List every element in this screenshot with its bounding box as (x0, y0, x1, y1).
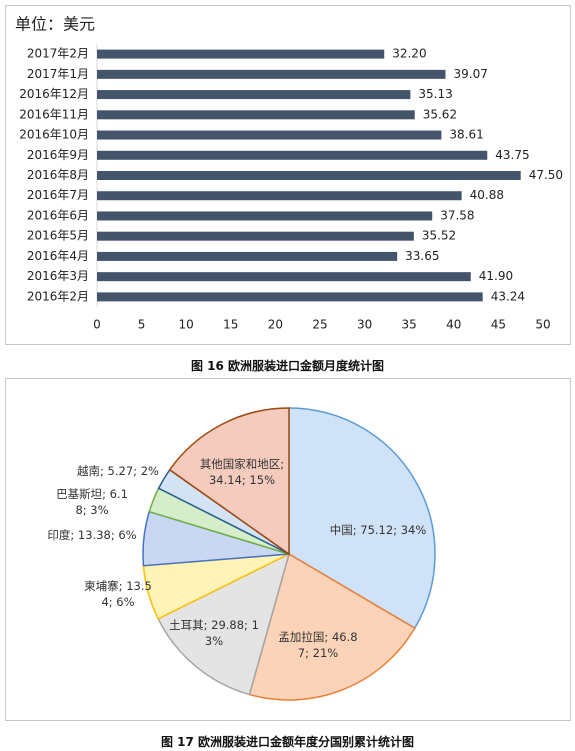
bar (97, 69, 446, 79)
x-tick-label: 20 (268, 318, 283, 332)
y-tick-label: 2016年10月 (19, 128, 89, 142)
bar (97, 90, 411, 100)
pie-slice (248, 552, 416, 701)
y-tick-label: 2016年2月 (27, 289, 89, 303)
bar (97, 292, 483, 302)
pie-slice (157, 552, 291, 696)
bar (97, 171, 521, 180)
value-label: 35.13 (418, 87, 452, 101)
bar (97, 211, 433, 221)
data-label: 柬埔寨; 13.54; 6% (84, 579, 152, 609)
data-label: 土耳其; 29.88; 13% (169, 618, 259, 648)
data-label: 巴基斯坦; 6.18; 3% (56, 487, 128, 517)
value-label: 35.62 (423, 107, 457, 121)
bar (97, 150, 488, 160)
x-tick-label: 35 (402, 318, 417, 332)
x-tick-label: 5 (138, 318, 146, 332)
bar (97, 251, 398, 261)
value-label: 37.58 (440, 208, 474, 222)
x-tick-label: 0 (93, 318, 101, 332)
data-label: 中国; 75.12; 34% (329, 523, 427, 537)
pie-slice (288, 407, 436, 630)
bar (97, 191, 462, 201)
y-tick-label: 2017年2月 (27, 47, 89, 61)
value-label: 33.65 (405, 249, 439, 263)
x-tick-label: 40 (446, 318, 461, 332)
value-label: 39.07 (454, 67, 488, 81)
y-tick-label: 2016年11月 (19, 107, 89, 121)
bar (97, 272, 471, 282)
value-label: 41.90 (479, 269, 513, 283)
value-label: 43.75 (495, 148, 529, 162)
bar (97, 130, 442, 140)
y-tick-label: 2016年9月 (27, 148, 89, 162)
pie-slice (168, 407, 290, 556)
data-label: 越南; 5.27; 2% (77, 464, 159, 478)
y-tick-label: 2016年4月 (27, 249, 89, 263)
x-tick-label: 50 (535, 318, 550, 332)
bar (97, 231, 414, 241)
y-tick-label: 2016年7月 (27, 188, 89, 202)
x-tick-label: 10 (179, 318, 194, 332)
bar (97, 49, 385, 59)
y-tick-label: 2016年3月 (27, 269, 89, 283)
data-label: 孟加拉国; 46.87; 21% (278, 630, 358, 660)
y-tick-label: 2016年8月 (27, 168, 89, 182)
value-label: 43.24 (491, 289, 525, 303)
value-label: 32.20 (392, 47, 426, 61)
y-tick-label: 2016年6月 (27, 208, 89, 222)
x-tick-label: 25 (312, 318, 327, 332)
caption: 图 17 欧洲服装进口金额年度分国别累计统计图 (160, 735, 415, 749)
value-label: 35.52 (422, 229, 456, 243)
data-label: 印度; 13.38; 6% (47, 528, 137, 542)
bar (97, 110, 415, 120)
x-tick-label: 30 (357, 318, 372, 332)
y-tick-label: 2016年12月 (19, 87, 89, 101)
y-tick-label: 2016年5月 (27, 229, 89, 243)
x-tick-label: 15 (223, 318, 238, 332)
caption: 图 16 欧洲服装进口金额月度统计图 (190, 359, 385, 373)
value-label: 40.88 (470, 188, 504, 202)
x-tick-label: 45 (491, 318, 506, 332)
value-label: 38.61 (449, 128, 483, 142)
data-label: 其他国家和地区; 34.14; 15% (199, 457, 285, 487)
chart-title: 单位：美元 (15, 15, 95, 34)
y-tick-label: 2017年1月 (27, 67, 89, 81)
value-label: 47.50 (529, 168, 563, 182)
